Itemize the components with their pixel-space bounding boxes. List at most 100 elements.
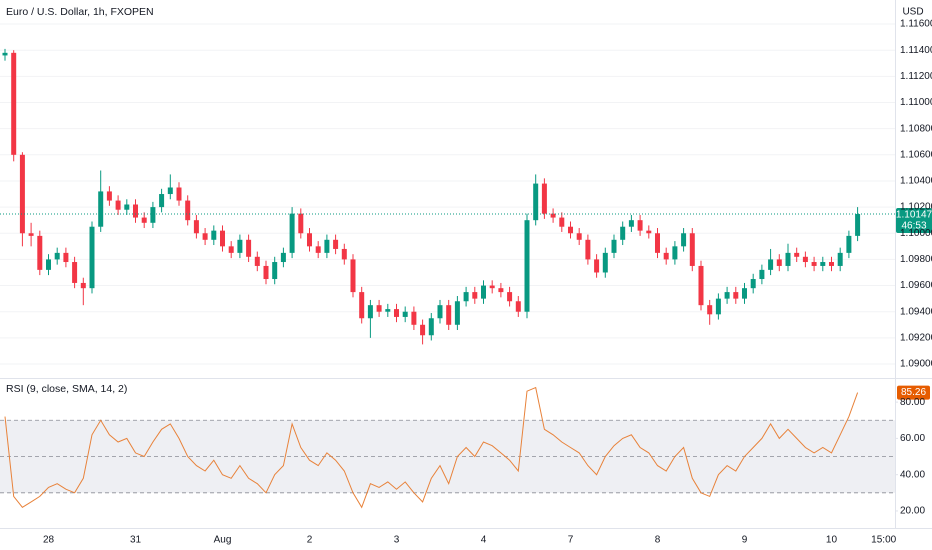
candle-body [106,191,112,201]
y-tick-label: 40.00 [900,469,925,480]
candle-body [115,200,121,210]
candle-body [837,252,843,266]
candle-body [141,217,147,223]
candle-body [341,248,347,260]
candle-body [689,233,695,266]
candle-body [385,309,391,312]
candle-body [211,230,217,240]
candle-body [280,252,286,263]
candle-body [185,200,191,221]
candle-body [533,183,539,221]
x-tick-label: 9 [742,535,748,546]
candle-body [602,252,608,273]
candle-body [585,239,591,260]
candle-body [28,233,34,236]
x-tick-label: 7 [568,535,574,546]
y-tick-label: 1.10800 [900,123,932,134]
y-tick-label: 1.09400 [900,306,932,317]
candle-body [359,292,365,319]
candle-body [524,220,530,312]
labels: Euro / U.S. Dollar, 1h, FXOPEN USD RSI (… [6,6,932,546]
candle-body [246,239,252,257]
y-tick-label: 1.11400 [900,45,932,56]
candle-body [19,154,25,234]
rsi-line [4,386,859,509]
candle-body [498,288,504,293]
candle-body [724,292,730,299]
candle-body [855,214,861,236]
candle-body [411,311,417,325]
marks [0,48,932,509]
candle-body [80,282,86,289]
candle-body [733,292,739,299]
candle-body [698,265,704,306]
candle-body [98,191,104,227]
candle-body [541,183,547,214]
candle-body [367,305,373,319]
candle-body [298,213,304,234]
currency-label: USD [902,7,923,18]
candle-body [846,235,852,253]
candle-body [741,288,747,299]
x-tick-label: 8 [655,535,661,546]
candle-body [559,217,565,227]
x-tick-label: 4 [481,535,487,546]
candle-body [324,239,330,253]
candle-body [446,305,452,325]
rsi-title: RSI (9, close, SMA, 14, 2) [6,383,127,395]
candle-body [715,298,721,315]
candle-body [159,194,165,208]
y-tick-label: 60.00 [900,433,925,444]
candle-body [306,233,312,247]
candle-body [228,246,234,253]
candle-body [681,233,687,247]
candle-body [472,292,478,299]
candle-body [576,233,582,240]
x-tick-label: 15:00 [871,535,896,546]
candle-body [254,256,260,266]
candle-body [611,239,617,253]
x-tick-label: 10 [826,535,838,546]
candle-body [820,262,826,266]
candle-body [594,259,600,273]
y-tick-label: 20.00 [900,506,925,517]
candle-body [393,309,399,317]
candle-body [776,259,782,266]
rsi-value-label: 85.26 [901,387,926,398]
y-tick-label: 80.00 [900,397,925,408]
candle-body [37,235,43,270]
candle-body [463,292,469,302]
candle-body [63,252,69,263]
candle-body [219,230,225,247]
candle-body [672,246,678,260]
candle-body [550,213,556,218]
y-tick-label: 1.11000 [900,97,932,108]
candle-body [237,239,243,253]
candle-body [646,230,652,234]
candle-body [437,305,443,319]
y-tick-label: 1.09800 [900,254,932,265]
candle-body [46,259,52,270]
candle-body [654,233,660,253]
candle-body [794,252,800,257]
x-tick-label: Aug [214,535,232,546]
rsi-value-tag [897,385,930,400]
x-tick-label: 2 [307,535,313,546]
candle-body [637,220,643,231]
candle-body [515,301,521,312]
candle-body [802,256,808,263]
chart-title: Euro / U.S. Dollar, 1h, FXOPEN [6,6,154,18]
candle-body [620,226,626,240]
y-tick-label: 1.09000 [900,359,932,370]
candle-body [133,204,139,218]
candle-body [420,324,426,336]
candle-body [628,220,634,227]
candle-body [333,239,339,249]
candle-body [72,262,78,283]
y-tick-label: 1.11600 [900,19,932,30]
candle-body [89,226,95,289]
candle-body [2,52,8,56]
y-tick-label: 1.09200 [900,333,932,344]
